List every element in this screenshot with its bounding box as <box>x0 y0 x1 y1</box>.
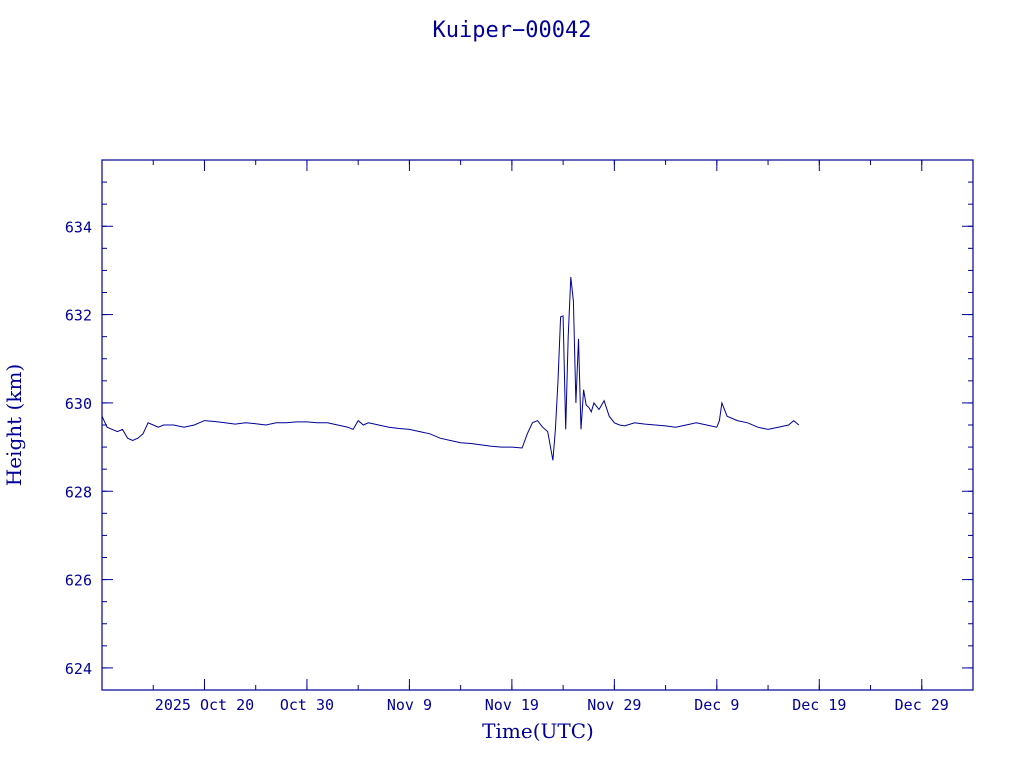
chart-title: Kuiper−00042 <box>433 18 592 43</box>
x-tick-label: 2025 Oct 20 <box>155 696 254 714</box>
x-tick-label: Nov 9 <box>387 696 432 714</box>
minor-ticks <box>102 159 973 691</box>
y-tick-label: 634 <box>65 218 92 236</box>
y-tick-label: 632 <box>65 307 92 325</box>
y-axis-ticks: 624 626 628 630 632 634 <box>65 218 973 678</box>
x-tick-label: Dec 29 <box>895 696 949 714</box>
plot-frame <box>101 159 974 691</box>
y-tick-label: 624 <box>65 660 92 678</box>
y-axis-label: Height (km) <box>2 364 26 486</box>
x-axis-ticks: 2025 Oct 20 Oct 30 Nov 9 Nov 19 Nov 29 Dec 9 D… <box>155 160 949 714</box>
x-tick-label: Oct 30 <box>280 696 334 714</box>
x-tick-label: Dec 19 <box>792 696 846 714</box>
y-tick-label: 626 <box>65 572 92 590</box>
series-line-height <box>101 276 800 461</box>
y-tick-label: 630 <box>65 395 92 413</box>
x-axis-label: Time(UTC) <box>482 719 594 743</box>
y-tick-label: 628 <box>65 483 92 501</box>
x-tick-label: Nov 19 <box>485 696 539 714</box>
x-tick-label: Nov 29 <box>587 696 641 714</box>
x-tick-label: Dec 9 <box>694 696 739 714</box>
